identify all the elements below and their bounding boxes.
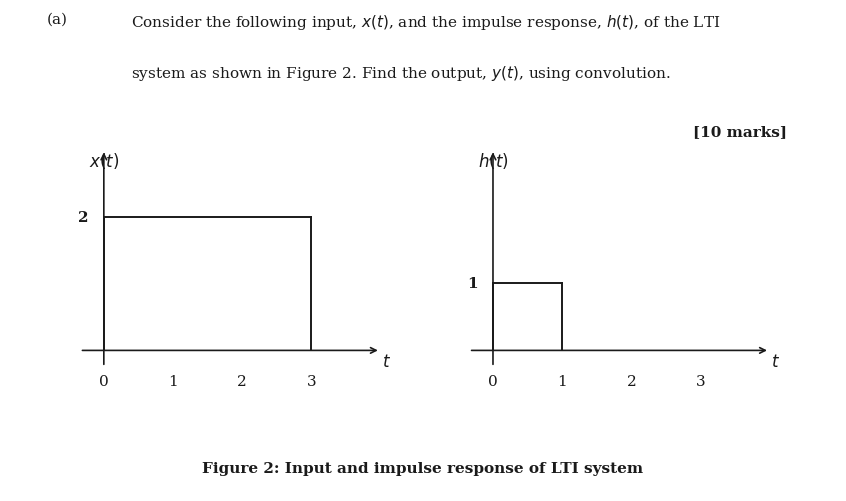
Text: $h(t)$: $h(t)$ — [478, 150, 508, 170]
Text: Figure 2: Input and impulse response of LTI system: Figure 2: Input and impulse response of … — [202, 461, 644, 475]
Text: 0: 0 — [488, 374, 497, 388]
Text: 1: 1 — [168, 374, 178, 388]
Text: 0: 0 — [99, 374, 108, 388]
Text: 3: 3 — [306, 374, 316, 388]
Text: 2: 2 — [238, 374, 247, 388]
Text: 1: 1 — [467, 277, 478, 291]
Text: 1: 1 — [558, 374, 567, 388]
Text: $t$: $t$ — [382, 353, 391, 370]
Text: $t$: $t$ — [771, 353, 780, 370]
Text: Consider the following input, $x(t)$, and the impulse response, $h(t)$, of the L: Consider the following input, $x(t)$, an… — [131, 13, 721, 32]
Text: system as shown in Figure 2. Find the output, $y(t)$, using convolution.: system as shown in Figure 2. Find the ou… — [131, 64, 671, 83]
Text: 2: 2 — [78, 210, 89, 224]
Text: [10 marks]: [10 marks] — [693, 125, 788, 139]
Text: 3: 3 — [695, 374, 706, 388]
Text: 2: 2 — [627, 374, 636, 388]
Text: $x(t)$: $x(t)$ — [89, 150, 119, 170]
Text: (a): (a) — [47, 13, 68, 27]
